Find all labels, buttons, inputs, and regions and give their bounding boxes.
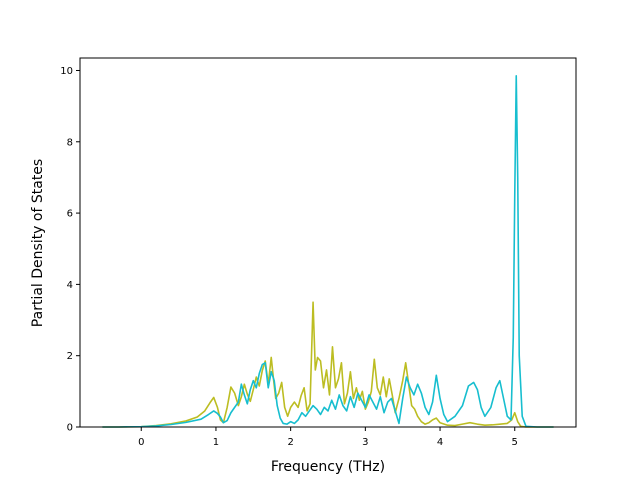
y-tick-label: 4 [67,280,73,291]
y-tick-label: 6 [67,209,73,220]
series-layer [102,75,554,428]
x-tick-label: 0 [138,437,144,448]
series-line-1 [102,301,554,428]
x-axis-ticks: 0 1 2 3 4 5 [138,427,518,448]
axes-frame [79,57,577,428]
x-axis-label: Frequency (THz) [271,459,385,475]
x-tick-label: 5 [512,437,518,448]
y-tick-label: 10 [60,66,73,77]
plot-area [79,57,577,428]
y-tick-label: 2 [67,351,73,362]
y-tick-label: 0 [67,423,73,434]
x-tick-label: 1 [213,437,219,448]
series-line-2 [102,75,554,428]
y-axis-label: Partial Density of States [30,159,46,327]
x-tick-label: 2 [287,437,293,448]
x-tick-label: 3 [362,437,368,448]
y-axis-ticks: 0 2 4 6 8 10 [60,66,80,434]
x-tick-label: 4 [437,437,443,448]
y-tick-label: 8 [67,137,73,148]
